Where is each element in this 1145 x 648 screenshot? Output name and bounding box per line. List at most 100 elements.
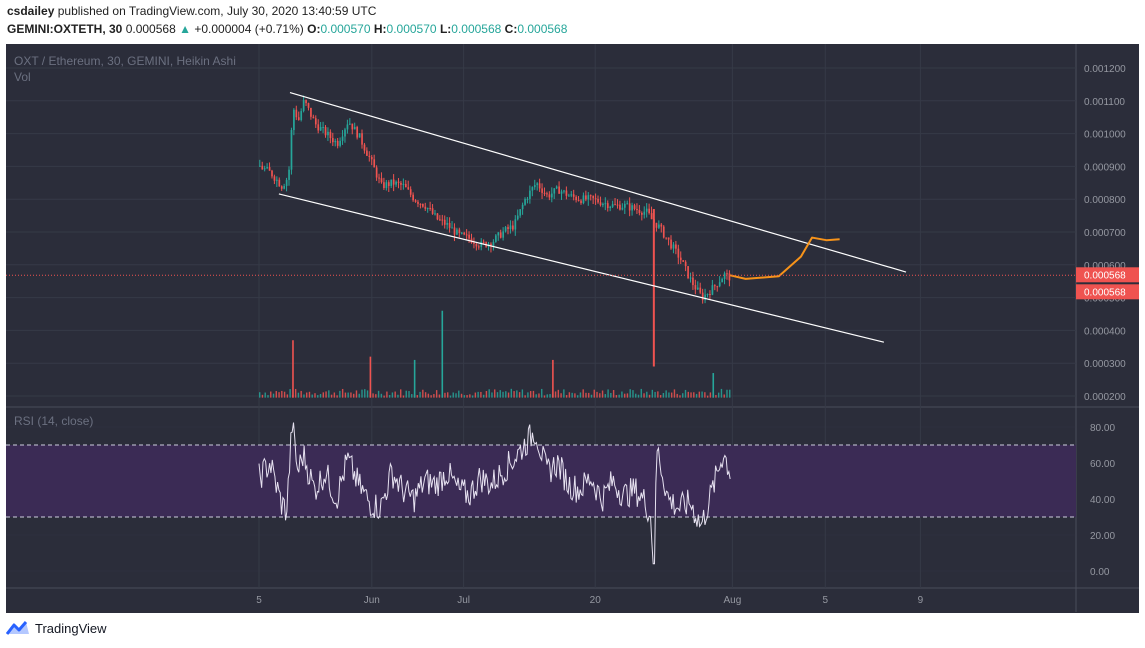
candle <box>543 192 546 194</box>
candle <box>538 183 541 189</box>
volume-bar <box>292 340 294 398</box>
candle <box>679 257 682 261</box>
candle <box>451 227 453 229</box>
axis-labels: 0.001200 0.001100 0.001000 0.000900 0.000800… <box>256 64 1139 606</box>
candle <box>684 261 687 267</box>
candle <box>327 131 329 136</box>
volume-bar <box>336 395 338 398</box>
volume-bar <box>463 395 466 398</box>
volume-bar <box>632 390 634 398</box>
candle <box>638 209 641 214</box>
candle <box>533 185 536 188</box>
candle <box>519 209 522 216</box>
volume-bar <box>364 389 366 398</box>
candle <box>658 224 660 228</box>
candle <box>641 213 643 215</box>
candle <box>417 201 419 204</box>
candle <box>378 177 380 179</box>
candle <box>492 241 495 247</box>
volume-bar <box>419 391 421 398</box>
candle <box>429 208 432 210</box>
candle <box>660 224 663 227</box>
candle <box>701 292 704 301</box>
candle <box>273 176 276 181</box>
candle <box>302 100 305 112</box>
volume-bar <box>380 393 383 398</box>
candle <box>555 186 558 189</box>
volume-bar <box>715 395 717 398</box>
candle <box>439 219 441 221</box>
candle <box>550 193 553 198</box>
rsi-tick-label: 60.00 <box>1090 459 1115 470</box>
candle <box>358 133 361 138</box>
open-value: 0.000570 <box>320 22 371 36</box>
candle <box>648 208 651 214</box>
volume-bar <box>704 392 706 398</box>
volume-bar <box>303 394 305 398</box>
volume-bar <box>496 392 499 398</box>
volume-bar <box>300 390 302 398</box>
candle <box>585 195 587 200</box>
volume-bar <box>361 389 363 398</box>
candle <box>390 179 393 186</box>
candle <box>665 237 668 239</box>
candle <box>502 231 505 238</box>
candle <box>477 246 480 248</box>
volume-bar <box>499 390 501 398</box>
candle <box>353 126 356 130</box>
candle <box>514 219 517 230</box>
volume-bar <box>471 395 474 398</box>
volume-bar <box>668 392 670 398</box>
candle <box>283 185 286 189</box>
author-name[interactable]: csdailey <box>7 4 55 18</box>
candle <box>546 193 548 195</box>
candle <box>334 140 337 143</box>
candle <box>482 241 485 243</box>
time-tick-label: Jun <box>364 595 380 606</box>
candle <box>548 194 551 198</box>
volume-bar <box>698 391 701 398</box>
candle <box>577 200 580 202</box>
volume-bar <box>637 394 640 398</box>
volume-bar <box>275 391 277 398</box>
candle <box>349 123 351 125</box>
volume-bar <box>662 392 665 398</box>
candle <box>424 206 427 209</box>
volume-bar <box>615 395 618 398</box>
volume-bar <box>388 395 391 398</box>
candle <box>409 189 412 195</box>
candle <box>675 244 677 249</box>
change-arrow-icon: ▲ <box>179 22 191 36</box>
candle <box>619 204 621 210</box>
candle <box>278 179 281 187</box>
volume-bar <box>521 389 524 398</box>
volume-bar <box>604 394 607 398</box>
candle <box>633 205 636 209</box>
low-label: L: <box>439 22 452 36</box>
rsi-tick-label: 0.00 <box>1090 567 1110 578</box>
candle <box>689 277 692 279</box>
candle <box>322 127 324 129</box>
candle <box>366 150 368 156</box>
candle <box>453 227 456 235</box>
volume-bar <box>469 394 471 398</box>
candle <box>563 190 565 192</box>
volume-bar <box>427 393 430 398</box>
candle <box>346 124 349 130</box>
candle <box>400 182 402 185</box>
high-value: 0.000570 <box>386 22 437 36</box>
volume-bar <box>563 389 565 398</box>
candle <box>723 273 726 279</box>
volume-bar <box>529 391 532 398</box>
tradingview-logo[interactable]: TradingView <box>6 620 107 636</box>
candle <box>728 273 731 281</box>
candle <box>317 124 320 131</box>
volume-bar <box>657 391 659 398</box>
candle <box>570 194 573 196</box>
close-label: C: <box>504 22 518 36</box>
volume-bar <box>571 392 573 398</box>
volume-bar <box>297 392 300 398</box>
volume-bar <box>319 393 322 398</box>
volume-bar <box>341 388 344 398</box>
